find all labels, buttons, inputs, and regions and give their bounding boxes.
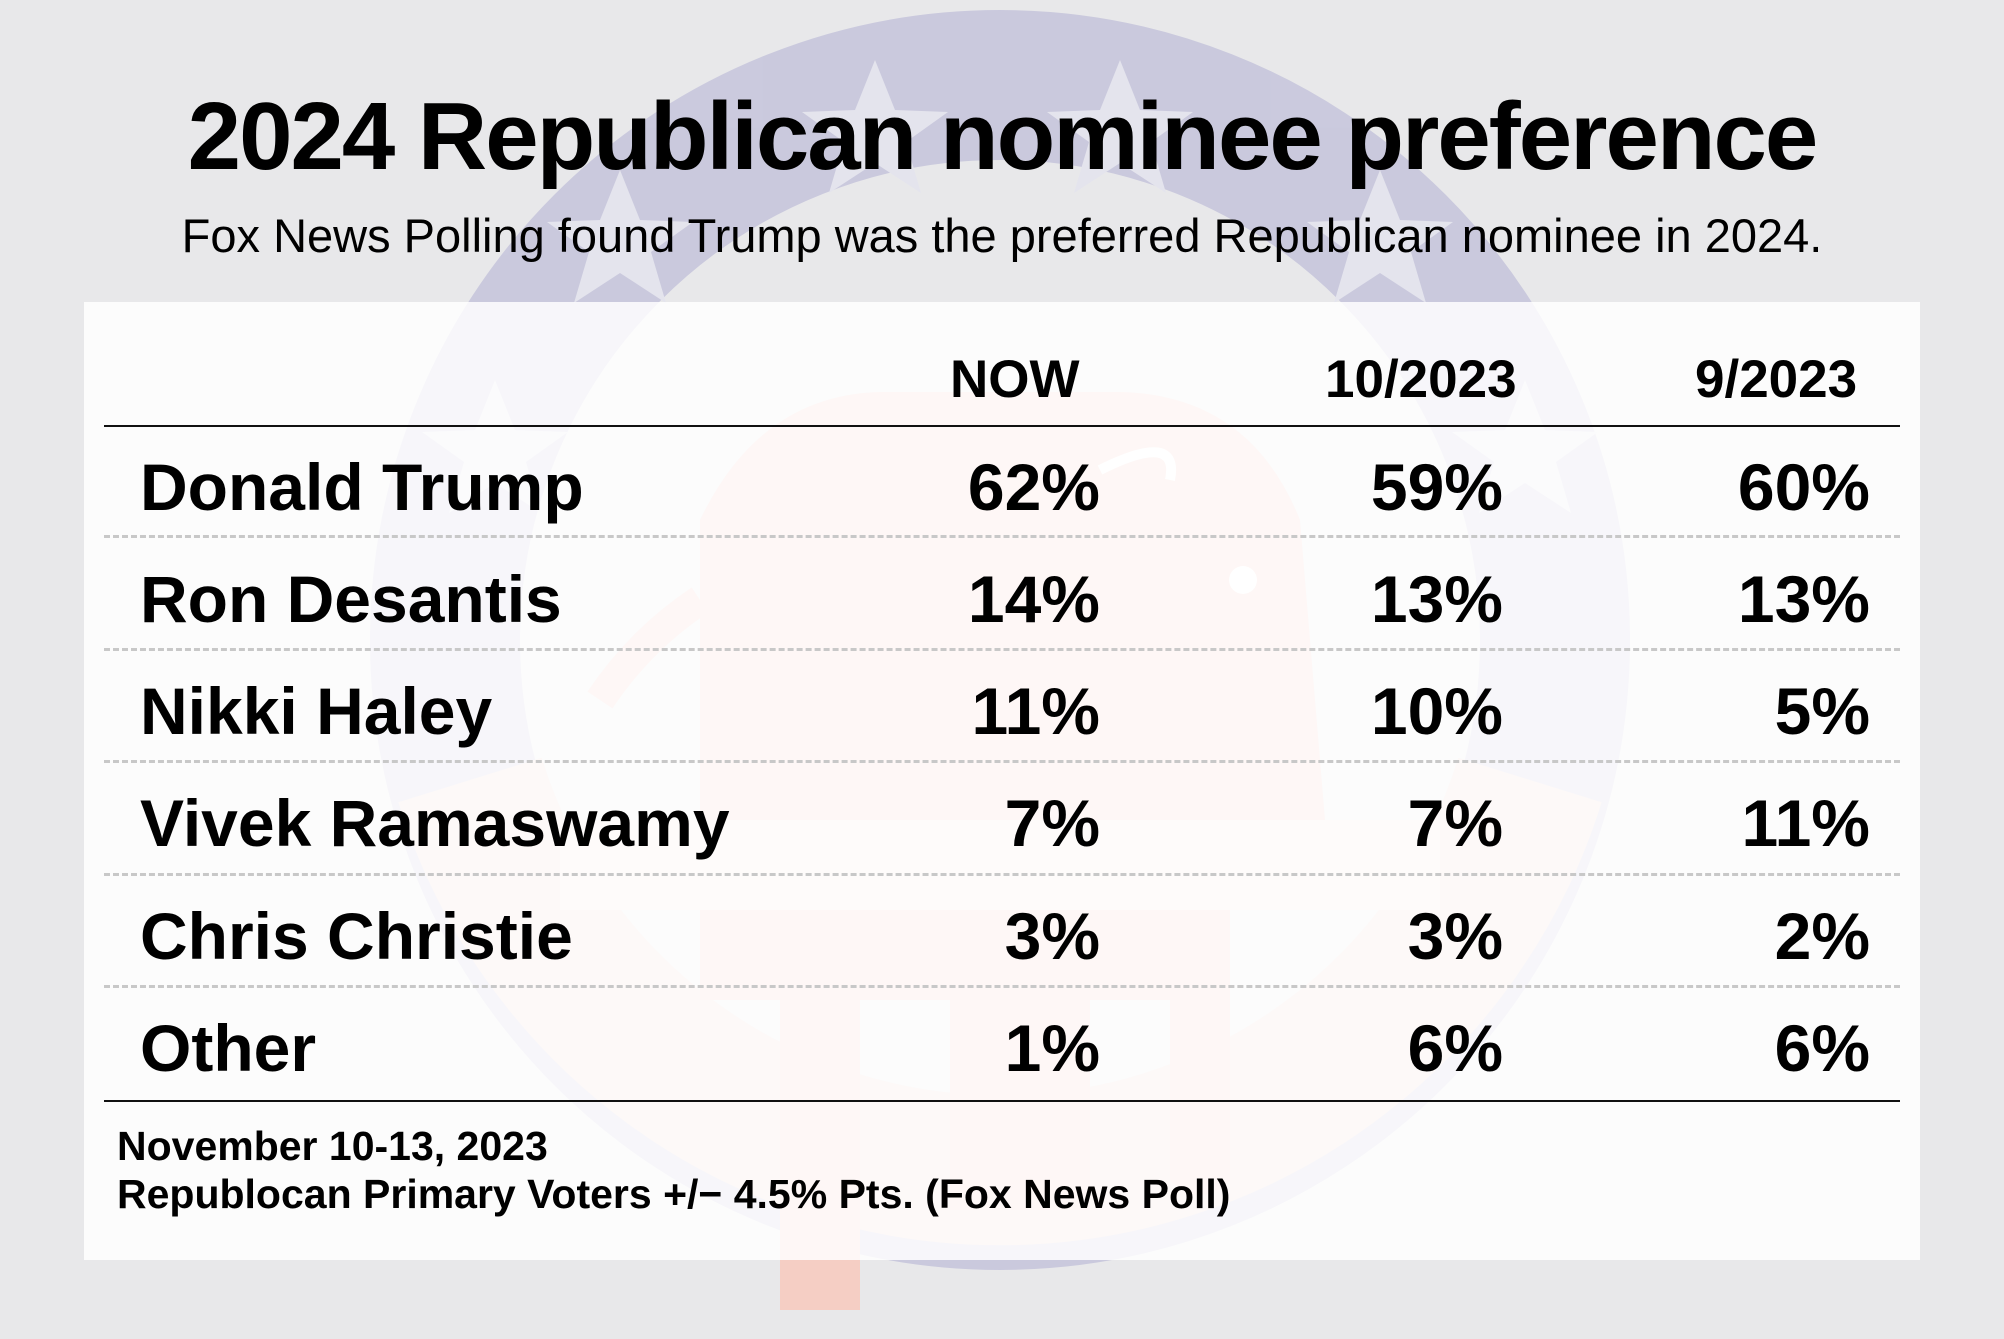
poll-date: November 10-13, 2023 xyxy=(117,1123,548,1169)
source-note: November 10-13, 2023 Republocan Primary … xyxy=(117,1122,1230,1218)
value-10-2023: 59% xyxy=(1370,450,1503,524)
column-header-10-2023: 10/2023 xyxy=(1325,350,1517,409)
value-9-2023: 6% xyxy=(1774,1011,1870,1085)
chart-subtitle: Fox News Polling found Trump was the pre… xyxy=(181,209,1823,262)
value-10-2023: 7% xyxy=(1407,786,1503,860)
table-row: Other 1% 6% 6% xyxy=(0,992,2004,1104)
footer-rule xyxy=(104,1100,1900,1102)
column-header-now: NOW xyxy=(950,350,1080,409)
value-now: 7% xyxy=(1004,786,1100,860)
value-9-2023: 11% xyxy=(1741,786,1870,860)
candidate-name: Vivek Ramaswamy xyxy=(140,786,730,860)
table-row: Donald Trump 62% 59% 60% xyxy=(0,431,2004,543)
row-divider xyxy=(104,873,1900,876)
candidate-name: Nikki Haley xyxy=(140,674,493,748)
value-10-2023: 6% xyxy=(1407,1011,1503,1085)
value-9-2023: 2% xyxy=(1774,899,1870,973)
candidate-name: Donald Trump xyxy=(140,450,584,524)
table-row: Chris Christie 3% 3% 2% xyxy=(0,880,2004,992)
value-9-2023: 13% xyxy=(1737,562,1870,636)
chart-title: 2024 Republican nominee preference xyxy=(187,83,1819,190)
value-10-2023: 3% xyxy=(1407,899,1503,973)
value-now: 3% xyxy=(1004,899,1100,973)
value-now: 62% xyxy=(967,450,1100,524)
value-now: 11% xyxy=(971,674,1100,748)
column-header-9-2023: 9/2023 xyxy=(1695,350,1858,409)
value-10-2023: 10% xyxy=(1370,674,1503,748)
candidate-name: Chris Christie xyxy=(140,899,573,973)
header-rule xyxy=(104,425,1900,427)
value-now: 1% xyxy=(1004,1011,1100,1085)
table-row: Ron Desantis 14% 13% 13% xyxy=(0,543,2004,655)
table-row: Vivek Ramaswamy 7% 7% 11% xyxy=(0,767,2004,879)
value-10-2023: 13% xyxy=(1370,562,1503,636)
value-9-2023: 60% xyxy=(1737,450,1870,524)
table-row: Nikki Haley 11% 10% 5% xyxy=(0,655,2004,767)
candidate-name: Ron Desantis xyxy=(140,562,562,636)
row-divider xyxy=(104,760,1900,763)
row-divider xyxy=(104,648,1900,651)
poll-source: Republocan Primary Voters +/− 4.5% Pts. … xyxy=(117,1171,1231,1217)
candidate-name: Other xyxy=(140,1011,317,1085)
row-divider xyxy=(104,535,1900,538)
value-9-2023: 5% xyxy=(1774,674,1870,748)
row-divider xyxy=(104,985,1900,988)
value-now: 14% xyxy=(967,562,1100,636)
